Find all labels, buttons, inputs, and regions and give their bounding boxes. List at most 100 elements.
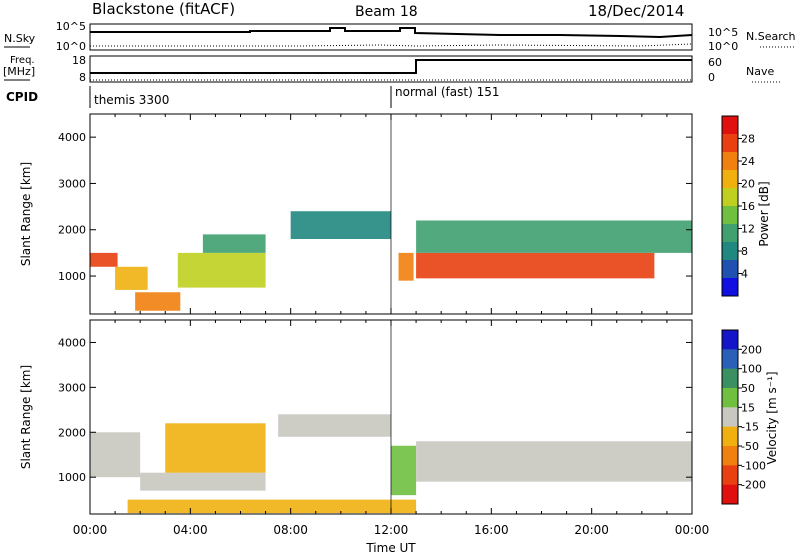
freq-panel-frame [89,55,693,83]
power-panel: 1000 2000 3000 4000 Slant Range [km] [19,113,693,315]
colorbar-swatch [722,330,738,350]
x-tick-label: 12:00 [374,523,409,537]
velocity-ytick-label: 3000 [58,381,86,394]
noise-panel: 10^5 10^0 10^5 10^0 [56,20,738,53]
velocity-colorbar-label: Velocity [m s⁻¹] [765,371,779,464]
colorbar-swatch [722,206,738,225]
noise-search-line [90,43,693,47]
velocity-colorbar: 200 100 50 15 -15 -50 -100 -200 [721,329,766,505]
freq-right-tick-low: 0 [708,71,715,84]
noise-panel-frame [89,23,693,51]
cpid-mode-1: themis 3300 [94,93,169,107]
cpid-label: CPID [6,90,38,104]
nave-label: Nave [746,65,774,78]
velocity-ytick-label: 2000 [58,426,86,439]
freq-label-2: [MHz] [3,65,35,78]
power-ytick-label: 2000 [58,224,86,237]
noise-left-tick-low: 10^0 [56,40,86,53]
velocity-band [391,445,417,496]
velocity-panel: 1000 2000 3000 4000 Slant Range [km] [19,319,693,515]
x-tick-label: 04:00 [173,523,208,537]
x-tick-label: 16:00 [474,523,509,537]
velocity-heatmap [90,414,692,514]
velocity-y-axis: 1000 2000 3000 4000 [58,336,692,484]
colorbar-tick-label: 12 [741,223,755,236]
colorbar-swatch [722,465,738,486]
colorbar-tick-label: 24 [741,155,755,168]
x-tick-label: 08:00 [273,523,308,537]
colorbar-swatch [722,446,738,466]
colorbar-tick-label: 16 [741,200,755,213]
colorbar-swatch [722,116,738,135]
power-band [90,252,118,267]
colorbar-tick-label: 15 [741,401,755,414]
power-band [416,220,692,253]
velocity-band [416,441,692,482]
freq-left-tick-low: 8 [79,71,86,84]
colorbar-frame [721,329,739,505]
colorbar-swatch [722,170,738,189]
power-band [290,211,391,239]
cpid-mode-2: normal (fast) 151 [395,85,499,99]
power-colorbar-label: Power [dB] [757,181,771,246]
beam-title: Beam 18 [355,4,418,20]
colorbar-tick-label: -50 [741,440,759,453]
power-band [177,252,266,288]
colorbar-swatch [722,134,738,153]
colorbar-tick-label: 20 [741,178,755,191]
colorbar-tick-label: 8 [741,245,748,258]
power-band [135,292,181,311]
velocity-ytick-label: 1000 [58,471,86,484]
x-axis-label: Time UT [365,541,416,554]
colorbar-tick-label: -100 [741,459,766,472]
cpid-panel: themis 3300 normal (fast) 151 [89,85,499,108]
power-ylabel: Slant Range [km] [19,162,33,266]
power-y-axis: 1000 2000 3000 4000 [58,131,692,283]
noise-sky-line [90,27,693,39]
power-colorbar: 4 8 12 16 20 24 28 [721,115,755,297]
power-band [416,252,655,279]
freq-right-tick-high: 60 [708,56,722,69]
colorbar-tick-label: -15 [741,421,759,434]
colorbar-swatch [722,484,738,505]
noise-left-tick-high: 10^5 [56,20,86,33]
noise-right-tick-low: 10^0 [708,40,738,53]
velocity-band [127,499,417,514]
colorbar-swatch [722,368,738,389]
colorbar-tick-label: 28 [741,133,755,146]
power-band [398,252,414,281]
x-tick-label: 20:00 [574,523,609,537]
power-band [115,266,148,290]
velocity-band [165,423,266,473]
nsky-label: N.Sky [4,32,36,45]
power-ytick-label: 1000 [58,270,86,283]
freq-panel: 18 8 60 0 [72,54,722,84]
colorbar-swatch [722,224,738,243]
x-axis: 00:00 04:00 08:00 12:00 16:00 20:00 00:00 [73,523,710,537]
x-tick-label: 00:00 [675,523,710,537]
power-heatmap [90,211,692,311]
freq-line [90,59,692,74]
velocity-band [278,414,391,437]
colorbar-swatch [722,242,738,261]
velocity-ytick-label: 4000 [58,336,86,349]
colorbar-swatch [722,188,738,207]
velocity-x-ticks [89,320,693,514]
noise-right-tick-high: 10^5 [708,26,738,39]
station-title: Blackstone (fitACF) [92,0,235,18]
velocity-band [90,432,141,478]
colorbar-tick-label: 4 [741,268,748,281]
colorbar-swatch [722,278,738,297]
power-band [202,234,266,253]
colorbar-tick-label: 100 [741,363,762,376]
x-tick-label: 00:00 [73,523,108,537]
colorbar-swatch [722,407,738,428]
colorbar-swatch [722,426,738,447]
power-x-ticks [89,114,693,314]
power-ytick-label: 3000 [58,177,86,190]
colorbar-swatch [722,349,738,370]
colorbar-tick-label: 50 [741,382,755,395]
colorbar-swatch [722,388,738,408]
date-title: 18/Dec/2014 [588,2,684,20]
